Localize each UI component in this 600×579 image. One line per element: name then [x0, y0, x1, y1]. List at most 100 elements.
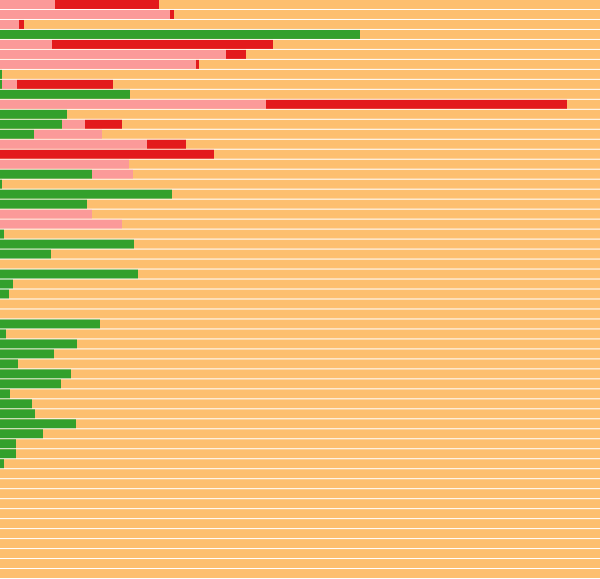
bar-segment-row-29-series-0: [0, 289, 9, 299]
bar-segment-row-10-series-1: [0, 99, 266, 109]
bar-segment-row-8-series-1: [2, 79, 17, 89]
bar-segment-row-20-series-0: [0, 199, 87, 209]
bar-row-23-background: [0, 229, 600, 239]
bar-segment-row-18-series-0: [0, 179, 2, 189]
bar-row-4-background: [0, 39, 600, 49]
bar-segment-row-42-series-0: [0, 419, 76, 429]
bar-segment-row-24-series-0: [0, 239, 134, 249]
bar-row-38-background: [0, 379, 600, 389]
bar-segment-row-34-series-0: [0, 339, 77, 349]
bar-row-32-background: [0, 319, 600, 329]
bar-row-31-background: [0, 309, 600, 319]
bar-row-29-background: [0, 289, 600, 299]
bar-row-40-background: [0, 399, 600, 409]
bar-row-39-background: [0, 389, 600, 399]
bar-row-37-background: [0, 369, 600, 379]
bar-row-22-background: [0, 219, 600, 229]
bar-row-17-background: [0, 169, 600, 179]
bar-segment-row-0-series-2: [55, 0, 159, 9]
bar-segment-row-14-series-1: [0, 139, 147, 149]
bar-segment-row-13-series-0: [0, 129, 34, 139]
bar-row-20-background: [0, 199, 600, 209]
bar-row-5-background: [0, 49, 600, 59]
bar-row-50-background: [0, 499, 600, 509]
bar-segment-row-37-series-0: [0, 369, 71, 379]
bar-segment-row-17-series-1: [92, 169, 133, 179]
bar-row-16-background: [0, 159, 600, 169]
bar-segment-row-28-series-0: [0, 279, 13, 289]
bar-row-14-background: [0, 139, 600, 149]
bar-row-28-background: [0, 279, 600, 289]
bar-row-21-background: [0, 209, 600, 219]
bar-row-1-background: [0, 9, 600, 19]
bar-row-2-background: [0, 19, 600, 29]
bar-row-51-background: [0, 509, 600, 519]
bar-segment-row-32-series-0: [0, 319, 100, 329]
bar-segment-row-35-series-0: [0, 349, 54, 359]
bar-segment-row-21-series-1: [0, 209, 92, 219]
bar-segment-row-9-series-0: [0, 89, 130, 99]
bar-segment-row-23-series-0: [0, 229, 4, 239]
bar-segment-row-45-series-0: [0, 449, 16, 459]
bar-row-41-background: [0, 409, 600, 419]
bar-segment-row-38-series-0: [0, 379, 61, 389]
bar-row-55-background: [0, 549, 600, 559]
bar-row-8-background: [0, 79, 600, 89]
bar-segment-row-27-series-0: [0, 269, 138, 279]
bar-segment-row-4-series-2: [52, 39, 273, 49]
bar-segment-row-12-series-2: [85, 119, 122, 129]
bar-row-35-background: [0, 349, 600, 359]
bar-row-52-background: [0, 519, 600, 529]
bar-segment-row-14-series-2: [147, 139, 186, 149]
bar-row-30-background: [0, 299, 600, 309]
bar-segment-row-0-series-1: [0, 0, 55, 9]
bar-segment-row-13-series-1: [34, 129, 102, 139]
bar-row-48-background: [0, 479, 600, 489]
bar-segment-row-10-series-2: [266, 99, 567, 109]
bar-segment-row-33-series-0: [0, 329, 6, 339]
bar-segment-row-17-series-0: [0, 169, 92, 179]
bar-segment-row-19-series-0: [0, 189, 172, 199]
bar-row-42-background: [0, 419, 600, 429]
bar-segment-row-1-series-1: [0, 9, 170, 19]
bar-row-53-background: [0, 529, 600, 539]
bar-row-47-background: [0, 469, 600, 479]
bar-segment-row-8-series-2: [17, 79, 113, 89]
bar-row-43-background: [0, 429, 600, 439]
bar-row-0-background: [0, 0, 600, 9]
bar-segment-row-6-series-1: [0, 59, 196, 69]
bar-segment-row-4-series-1: [0, 39, 52, 49]
bar-segment-row-2-series-1: [0, 19, 19, 29]
bar-segment-row-43-series-0: [0, 429, 43, 439]
bar-row-49-background: [0, 489, 600, 499]
bar-row-45-background: [0, 449, 600, 459]
bar-segment-row-1-series-2: [170, 9, 174, 19]
bar-segment-row-41-series-0: [0, 409, 35, 419]
bar-segment-row-12-series-1: [62, 119, 85, 129]
bar-row-7-background: [0, 69, 600, 79]
bar-row-27-background: [0, 269, 600, 279]
bar-row-19-background: [0, 189, 600, 199]
bar-row-46-background: [0, 459, 600, 469]
bar-row-15-background: [0, 149, 600, 159]
bar-segment-row-36-series-0: [0, 359, 18, 369]
bar-segment-row-12-series-0: [0, 119, 62, 129]
bar-segment-row-22-series-1: [0, 219, 122, 229]
bar-segment-row-8-series-0: [0, 79, 2, 89]
bar-row-57-background: [0, 569, 600, 578]
bar-row-34-background: [0, 339, 600, 349]
bar-segment-row-39-series-0: [0, 389, 10, 399]
bar-row-26-background: [0, 259, 600, 269]
bar-segment-row-11-series-0: [0, 109, 67, 119]
bar-row-12-background: [0, 119, 600, 129]
bar-row-11-background: [0, 109, 600, 119]
bar-row-54-background: [0, 539, 600, 549]
bar-row-6-background: [0, 59, 600, 69]
bar-segment-row-15-series-2: [0, 149, 214, 159]
bar-row-56-background: [0, 559, 600, 569]
bar-segment-row-7-series-0: [0, 69, 2, 79]
bar-row-44-background: [0, 439, 600, 449]
bar-row-13-background: [0, 129, 600, 139]
bar-row-25-background: [0, 249, 600, 259]
